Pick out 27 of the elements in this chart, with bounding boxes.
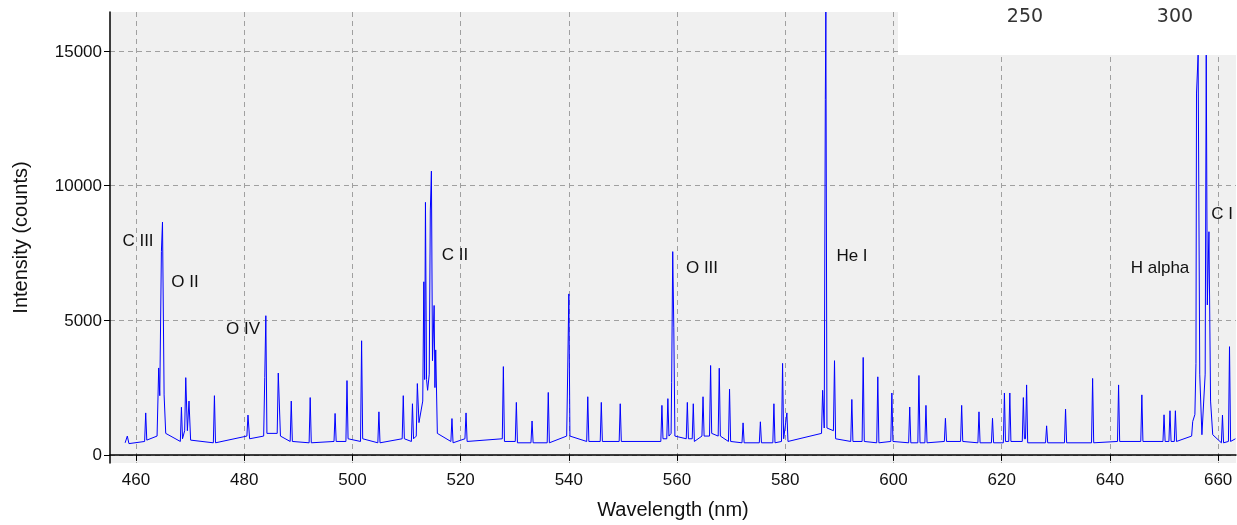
annotation: 300 bbox=[1156, 4, 1194, 26]
y-axis-title: Intensity (counts) bbox=[9, 161, 31, 314]
x-tick-label: 660 bbox=[1203, 470, 1233, 489]
x-tick-label: 640 bbox=[1095, 470, 1125, 489]
annotation: He I bbox=[836, 245, 868, 265]
x-tick-label: 620 bbox=[987, 470, 1016, 489]
annotation: C II bbox=[441, 244, 469, 264]
annotation: O II bbox=[171, 271, 199, 291]
x-tick-label: 460 bbox=[121, 470, 151, 489]
annotation: 250 bbox=[1006, 4, 1044, 26]
x-tick-label: 500 bbox=[338, 470, 367, 489]
y-tick-label: 10000 bbox=[54, 176, 102, 196]
x-tick-label: 520 bbox=[446, 470, 475, 489]
y-tick-label: 15000 bbox=[54, 41, 102, 61]
annotation: O III bbox=[685, 257, 719, 277]
y-tick-label: 0 bbox=[92, 445, 102, 465]
x-tick-label: 540 bbox=[554, 470, 584, 489]
annotation: O IV bbox=[225, 318, 261, 338]
x-tick-label: 480 bbox=[230, 470, 259, 489]
x-tick-label: 580 bbox=[771, 470, 800, 489]
y-tick-label: 5000 bbox=[64, 310, 102, 330]
annotation: H alpha bbox=[1130, 257, 1190, 277]
annotation: C III bbox=[122, 230, 154, 250]
x-tick-label: 600 bbox=[879, 470, 908, 489]
x-tick-label: 560 bbox=[662, 470, 692, 489]
x-axis-title: Wavelength (nm) bbox=[597, 498, 749, 520]
annotation: C I bbox=[1211, 203, 1233, 223]
